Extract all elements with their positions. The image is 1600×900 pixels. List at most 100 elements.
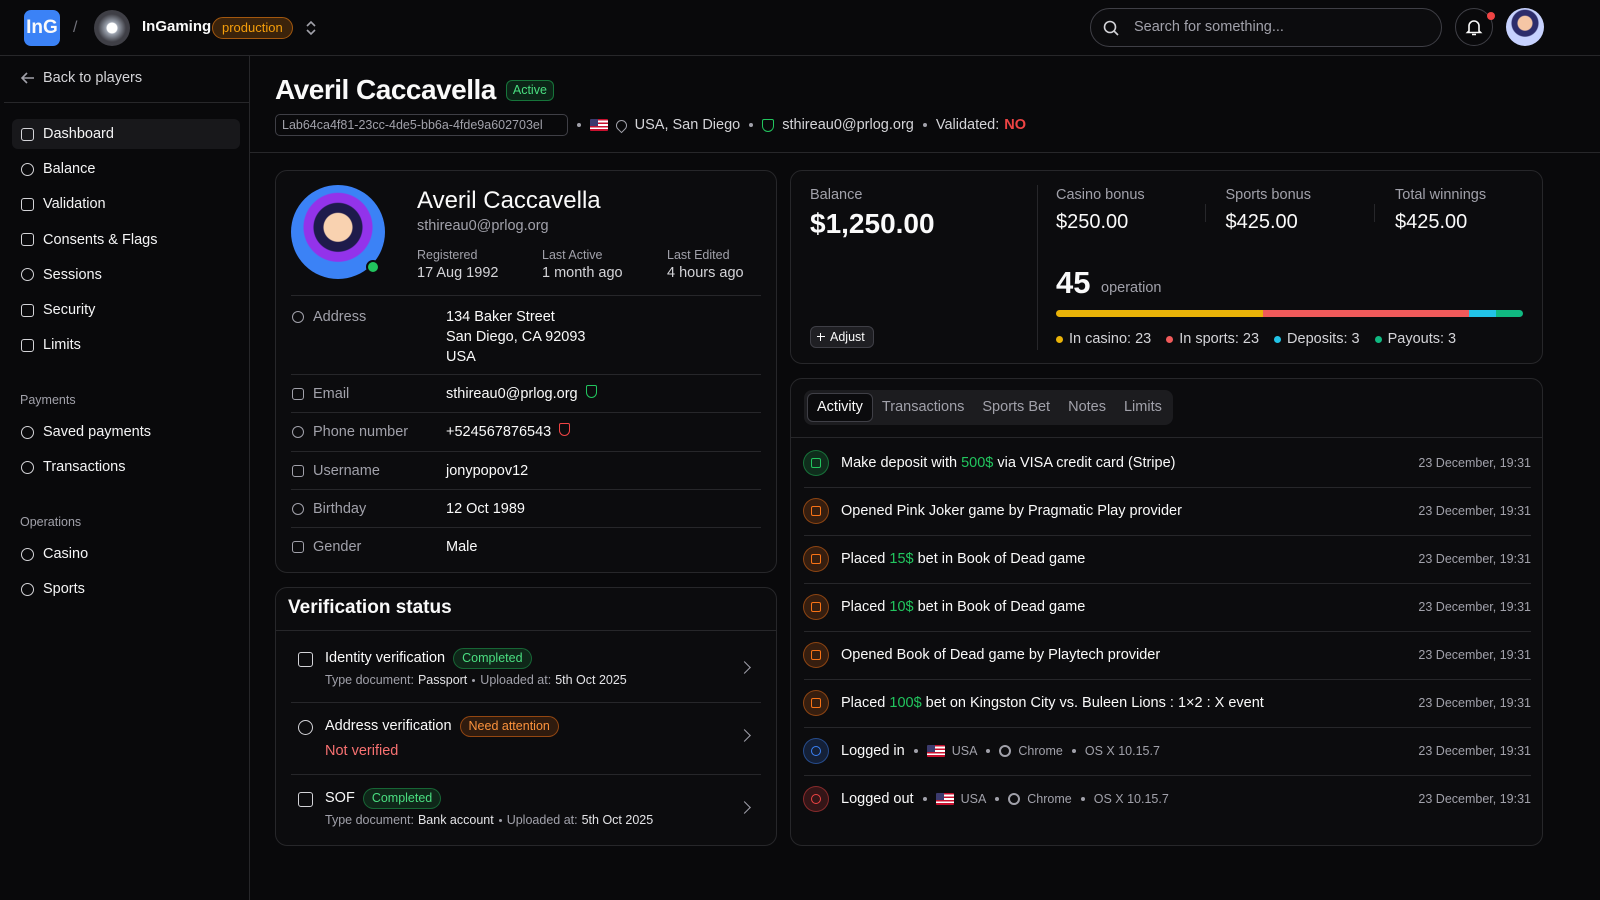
environment-badge: production (212, 17, 293, 39)
nav-section-title: Payments (20, 393, 76, 407)
workspace-switch-icon[interactable] (304, 19, 318, 37)
detail-value: Bank account (417, 813, 494, 827)
legend-dot (1056, 335, 1063, 343)
field-value: jonypopov12 (446, 463, 529, 479)
field-value: Male (446, 539, 478, 555)
icon (292, 311, 304, 323)
nav-item[interactable]: Consents & Flags (43, 231, 158, 248)
activity-card (790, 378, 1543, 846)
tab[interactable]: Transactions (881, 399, 965, 415)
activity-date: 23 December, 19:31 (1418, 744, 1531, 758)
legend-dot (1274, 335, 1282, 343)
player-name: Averil Caccavella (275, 74, 496, 105)
nav-item[interactable]: Casino (43, 546, 89, 562)
activity-icon-glyph (811, 554, 821, 564)
search-icon (1103, 20, 1119, 36)
activity-description-end: bet in Book of Dead game (913, 599, 1086, 615)
detail-label: Type document: (325, 813, 414, 827)
activity-amount: 100$ (889, 695, 922, 711)
tab[interactable]: Sports Bet (982, 399, 1051, 415)
detail-label: Uploaded at: (480, 673, 552, 687)
divider (1374, 204, 1375, 222)
separator-dot (922, 123, 927, 127)
activity-os: OS X 10.15.7 (1084, 744, 1160, 758)
bonus-value: $425.00 (1395, 211, 1468, 233)
field-value: +524567876543 (446, 424, 552, 440)
activity-description: Placed (841, 695, 890, 711)
separator-dot (472, 678, 476, 682)
separator-dot (749, 123, 754, 127)
divider (804, 775, 1531, 776)
activity-text: Opened Book of Dead game by Playtech pro… (841, 644, 1160, 666)
bonus-label: Total winnings (1395, 187, 1487, 203)
adjust-button[interactable]: Adjust (810, 326, 874, 348)
icon (21, 425, 34, 439)
player-email: sthireau0@prlog.org (782, 117, 914, 133)
workspace-avatar (94, 10, 130, 46)
icon (298, 791, 313, 807)
icon (292, 503, 304, 515)
field-value-row: 12 Oct 1989 (446, 498, 525, 520)
icon (21, 460, 34, 474)
nav-item[interactable]: Balance (43, 161, 96, 178)
notifications-button[interactable] (1455, 8, 1493, 46)
icon (21, 547, 34, 561)
tab[interactable]: Limits (1123, 399, 1162, 415)
field-value: San Diego, CA 92093 (446, 329, 586, 345)
divider (804, 535, 1531, 536)
activity-country: USA (960, 792, 987, 806)
meta-label: Last Active (542, 248, 603, 262)
nav-item[interactable]: Dashboard (43, 126, 114, 142)
tab[interactable]: Activity (807, 393, 873, 422)
validated-value: NO (1004, 117, 1027, 133)
nav-item[interactable]: Limits (43, 337, 81, 354)
player-header: Averil Caccavella Active (275, 73, 554, 107)
field-value: 12 Oct 1989 (446, 501, 525, 517)
nav-item[interactable]: Transactions (43, 459, 126, 475)
icon (21, 127, 34, 141)
nav-item[interactable]: Saved payments (43, 424, 152, 440)
divider (4, 102, 249, 103)
activity-description-end: via VISA credit card (Stripe) (993, 455, 1176, 471)
verification-item-title: Identity verification Completed (325, 647, 532, 669)
separator-dot (913, 749, 918, 753)
activity-description: Placed (841, 551, 890, 567)
divider (291, 412, 761, 413)
field-label: Gender (313, 539, 362, 555)
field-value: sthireau0@prlog.org (446, 386, 578, 402)
player-meta: Lab64ca4f81-23cc-4de5-bb6a-4fde9a602703e… (275, 114, 1026, 136)
separator-dot (498, 818, 502, 822)
search-placeholder: Search for something... (1134, 19, 1284, 35)
balance-card (790, 170, 1543, 364)
nav-item[interactable]: Sports (43, 581, 85, 597)
nav-item[interactable]: Sessions (43, 266, 102, 283)
status-badge: Active (505, 79, 554, 101)
user-avatar[interactable] (1506, 8, 1544, 46)
bar-segment (1469, 310, 1497, 317)
field-label: Address (313, 309, 367, 325)
back-link[interactable]: Back to players (43, 70, 143, 86)
divider (804, 631, 1531, 632)
verification-item-title: SOF Completed (325, 787, 442, 809)
profile-name: Averil Caccavella (417, 187, 601, 214)
detail-value: Passport (417, 673, 468, 687)
legend-dot (1374, 335, 1382, 343)
nav-item[interactable]: Security (43, 302, 96, 318)
divider (1037, 185, 1038, 350)
operations-count: 45 (1056, 265, 1091, 300)
icon (21, 197, 34, 211)
field-value: USA (446, 349, 476, 365)
logo: InG (24, 10, 60, 46)
search-box[interactable] (1090, 8, 1442, 47)
verification-item-title: Address verification Need attention (325, 715, 559, 737)
divider (804, 679, 1531, 680)
field-value-row: +524567876543 (446, 421, 571, 443)
activity-browser: Chrome (1018, 744, 1063, 758)
nav-item[interactable]: Validation (43, 196, 106, 213)
field-label: Username (313, 463, 380, 479)
field-value-row: jonypopov12 (446, 460, 528, 482)
flag (589, 119, 608, 131)
activity-text: Opened Pink Joker game by Pragmatic Play… (841, 500, 1182, 522)
balance-value: $1,250.00 (810, 208, 935, 239)
tab[interactable]: Notes (1068, 399, 1106, 415)
